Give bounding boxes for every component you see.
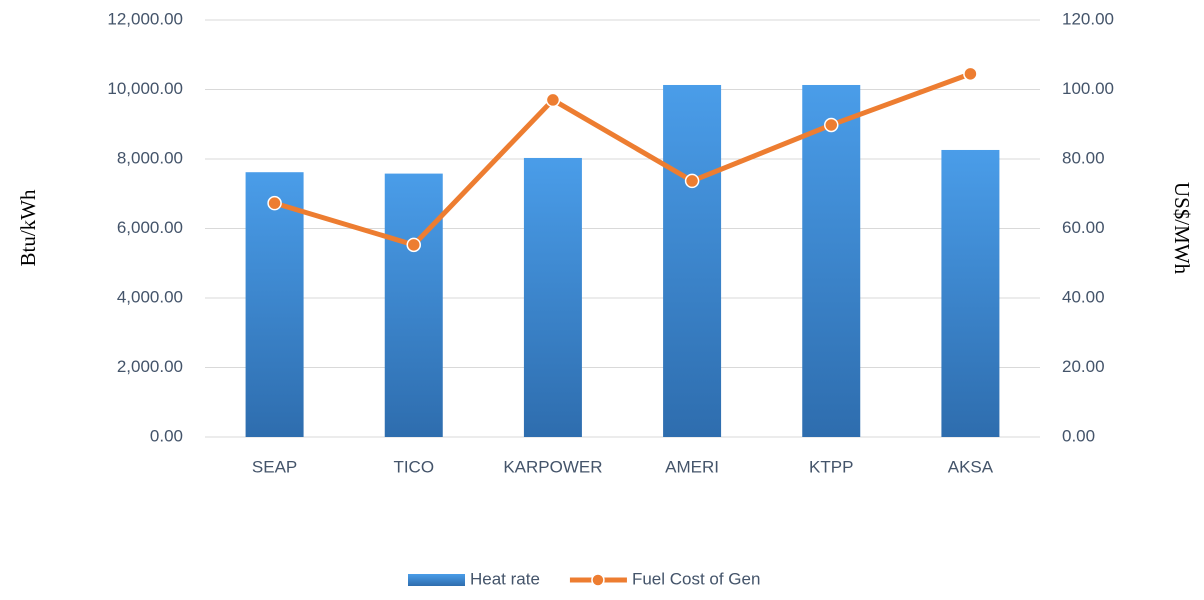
x-tick-label: KARPOWER [503,457,602,476]
line-marker [406,237,421,253]
bar [802,84,861,438]
legend-label: Fuel Cost of Gen [632,569,761,588]
y-tick-label: 0.00 [150,426,183,445]
y-tick-label: 6,000.00 [117,218,183,237]
y-tick-label: 10,000.00 [107,79,183,98]
line-marker [963,66,978,82]
y2-axis-title: US$/MWh [1170,182,1194,275]
x-tick-label: AKSA [948,457,994,476]
x-tick-label: SEAP [252,457,297,476]
y2-tick-label: 120.00 [1062,9,1114,28]
x-tick-label: TICO [393,457,434,476]
y-tick-label: 12,000.00 [107,9,183,28]
y2-tick-label: 40.00 [1062,287,1105,306]
line-marker [684,173,700,189]
bar [941,149,1000,437]
y2-tick-label: 80.00 [1062,148,1105,167]
x-tick-label: AMERI [665,457,719,476]
y2-tick-label: 100.00 [1062,79,1114,98]
x-tick-label: KTPP [809,457,853,476]
y2-tick-label: 20.00 [1062,357,1105,376]
line-marker [267,195,282,211]
line-marker [824,117,839,133]
y-axis-title: Btu/kWh [16,189,40,266]
bar [523,157,582,437]
bar [384,173,443,437]
legend-swatch [591,573,605,587]
y-tick-label: 2,000.00 [117,357,183,376]
legend-swatch [408,574,465,586]
line-marker [545,92,561,108]
bar [245,172,304,437]
y2-tick-label: 0.00 [1062,426,1095,445]
line [273,71,972,248]
y-tick-label: 4,000.00 [117,287,183,306]
y2-tick-label: 60.00 [1062,218,1105,237]
legend-label: Heat rate [470,569,540,588]
y-tick-label: 8,000.00 [117,148,183,167]
bar [663,84,722,438]
